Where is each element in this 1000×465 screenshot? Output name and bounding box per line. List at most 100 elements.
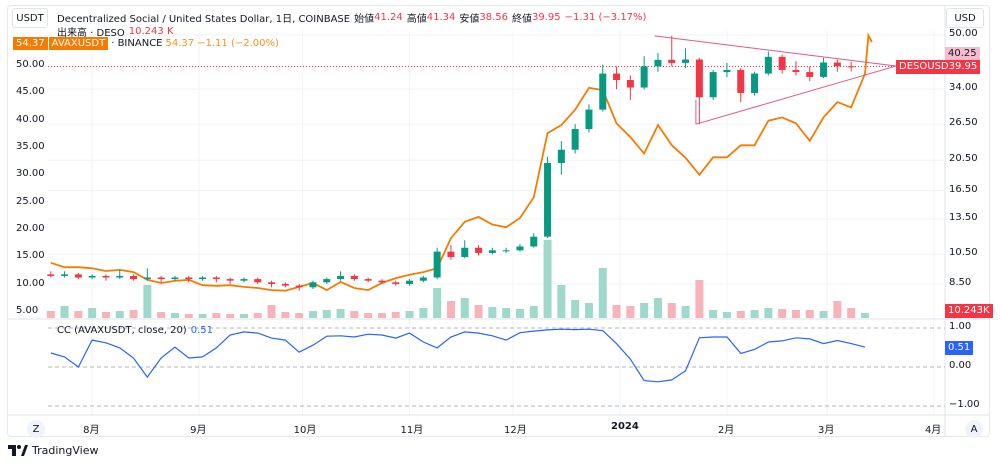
cc-value-tag: 0.51 — [945, 341, 974, 355]
candle-body — [185, 277, 193, 280]
left-axis-tick: 5.00 — [16, 305, 39, 316]
volume-bar — [350, 311, 359, 318]
right-axis-tick: 34.00 — [949, 82, 978, 94]
time-axis-tick: 10月 — [293, 425, 317, 436]
drawing-price-tag: 40.25 — [945, 47, 980, 61]
volume-bar — [805, 310, 814, 318]
currency-label: USDT — [16, 12, 44, 24]
volume-bar — [212, 313, 221, 318]
right-axis-tick: 13.50 — [949, 211, 978, 223]
deso-candles — [47, 35, 855, 291]
symbol-title[interactable]: Decentralized Social / United States Dol… — [57, 14, 351, 25]
volume-bar — [515, 309, 524, 318]
right-axis-tick: 50.00 — [949, 28, 978, 39]
time-axis-tick: 8月 — [83, 425, 100, 436]
candle-body — [723, 69, 731, 73]
cc-axis-tick: −1.00 — [949, 399, 980, 410]
candle-body — [116, 275, 124, 278]
volume-bar — [681, 306, 690, 318]
symbol-tag: DESOUSD — [899, 61, 949, 72]
tradingview-logo[interactable]: TradingView — [8, 444, 98, 457]
zoom-reset-button[interactable]: Z — [27, 420, 45, 438]
volume-bar — [833, 301, 842, 318]
volume-bar — [860, 312, 869, 318]
candle-body — [461, 247, 469, 257]
candle-body — [530, 236, 538, 247]
candle-body — [502, 250, 510, 252]
indicator-label[interactable]: CC (AVAXUSDT, close, 20) — [57, 325, 187, 336]
candle-body — [364, 279, 372, 281]
candle-body — [833, 62, 841, 67]
volume-bar — [598, 268, 607, 318]
candle-body — [199, 277, 207, 280]
volume-bar — [764, 308, 773, 318]
volume-bar — [446, 301, 455, 318]
legend-compare: 54.37 AVAXUSDT · BINANCE 54.37 −1.11 (−2… — [13, 37, 279, 50]
candle-body — [571, 129, 579, 150]
candle-body — [392, 282, 400, 284]
candle-body — [599, 73, 607, 110]
left-axis-tick: 25.00 — [16, 195, 45, 207]
candle-body — [268, 282, 276, 284]
cc-axis-tick: 0.00 — [949, 360, 972, 371]
legend-main-series: Decentralized Social / United States Dol… — [57, 10, 646, 25]
candle-body — [544, 163, 552, 237]
candle-body — [585, 109, 593, 130]
volume-label[interactable]: 出来高 · DESO — [57, 28, 125, 39]
avax-price-line — [50, 32, 873, 292]
right-scale-currency-button[interactable]: USD — [946, 8, 984, 28]
candle-body — [475, 247, 483, 253]
volume-bar — [198, 314, 207, 318]
candle-body — [668, 59, 676, 63]
volume-bar — [391, 312, 400, 318]
candle-body — [406, 280, 414, 284]
right-axis-tick: 10.50 — [949, 247, 978, 259]
tradingview-logo-icon — [8, 445, 28, 456]
volume-bar — [46, 311, 55, 318]
candle-body — [171, 277, 179, 280]
candle-body — [240, 279, 248, 281]
candle-body — [295, 285, 303, 288]
candle-body — [778, 56, 786, 70]
currency-label: USD — [954, 12, 976, 24]
volume-bar — [750, 310, 759, 318]
volume-bar — [336, 309, 345, 318]
candle-body — [226, 279, 234, 281]
volume-bar — [419, 308, 428, 318]
volume-bar — [529, 306, 538, 318]
volume-bar — [88, 308, 97, 318]
left-axis-tick: 20.00 — [16, 223, 45, 234]
volume-bar — [612, 305, 621, 318]
volume-bars — [46, 240, 869, 318]
candle-body — [350, 275, 358, 280]
left-scale-currency-button[interactable]: USDT — [12, 8, 48, 28]
volume-bar — [778, 309, 787, 318]
compare-symbol[interactable]: AVAXUSDT — [48, 37, 109, 50]
volume-bar — [170, 313, 179, 318]
candle-body — [640, 66, 648, 88]
legend-volume: 出来高 · DESO 10.243 K — [57, 24, 174, 39]
volume-bar — [667, 303, 676, 318]
candle-body — [433, 251, 441, 278]
volume-bar — [543, 240, 552, 318]
cc-indicator — [50, 328, 866, 383]
open-label: 始値 — [354, 14, 375, 25]
right-axis-tick: 16.50 — [949, 183, 978, 195]
candle-body — [737, 69, 745, 93]
volume-bar — [433, 288, 442, 318]
volume-bar — [295, 313, 304, 318]
time-axis-tick: 2月 — [717, 425, 735, 436]
candle-body — [281, 283, 289, 286]
left-axis-tick: 35.00 — [16, 141, 45, 152]
time-axis-tick: 9月 — [190, 425, 207, 436]
open-value: 41.24 — [374, 12, 403, 23]
candle-body — [102, 275, 110, 278]
candle-body — [820, 62, 828, 77]
avax-axis-price-tag: 54.37 — [13, 37, 48, 50]
volume-bar — [571, 300, 580, 318]
candle-body — [695, 59, 703, 98]
auto-scale-button[interactable]: A — [965, 420, 983, 438]
compare-change: −1.11 (−2.00%) — [197, 38, 279, 49]
cc-line — [50, 328, 866, 383]
